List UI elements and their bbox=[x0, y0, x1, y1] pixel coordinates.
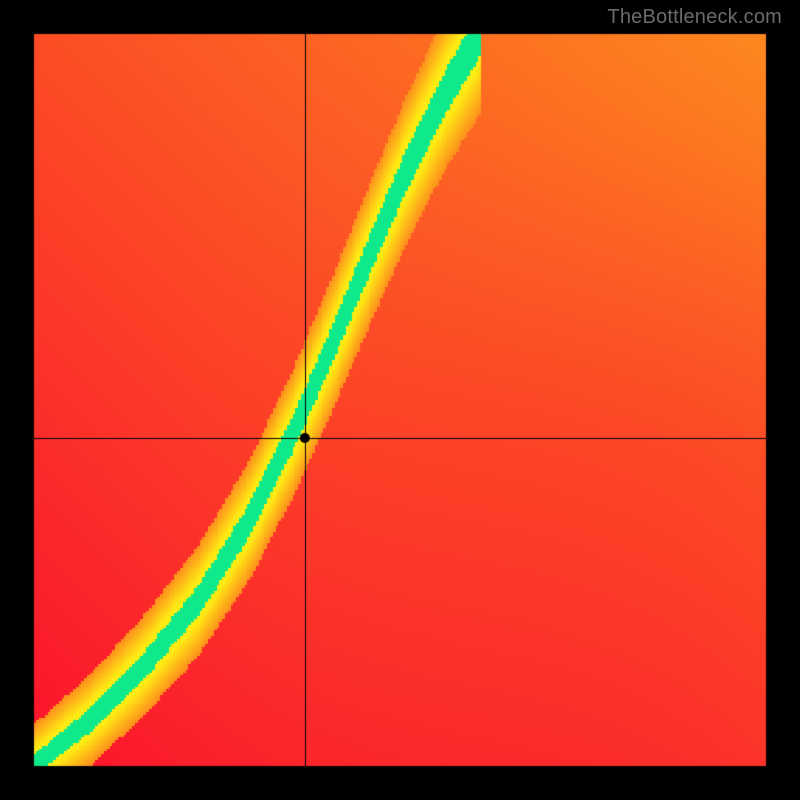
chart-container: TheBottleneck.com bbox=[0, 0, 800, 800]
bottleneck-heatmap-canvas bbox=[0, 0, 800, 800]
watermark-text: TheBottleneck.com bbox=[607, 6, 782, 29]
